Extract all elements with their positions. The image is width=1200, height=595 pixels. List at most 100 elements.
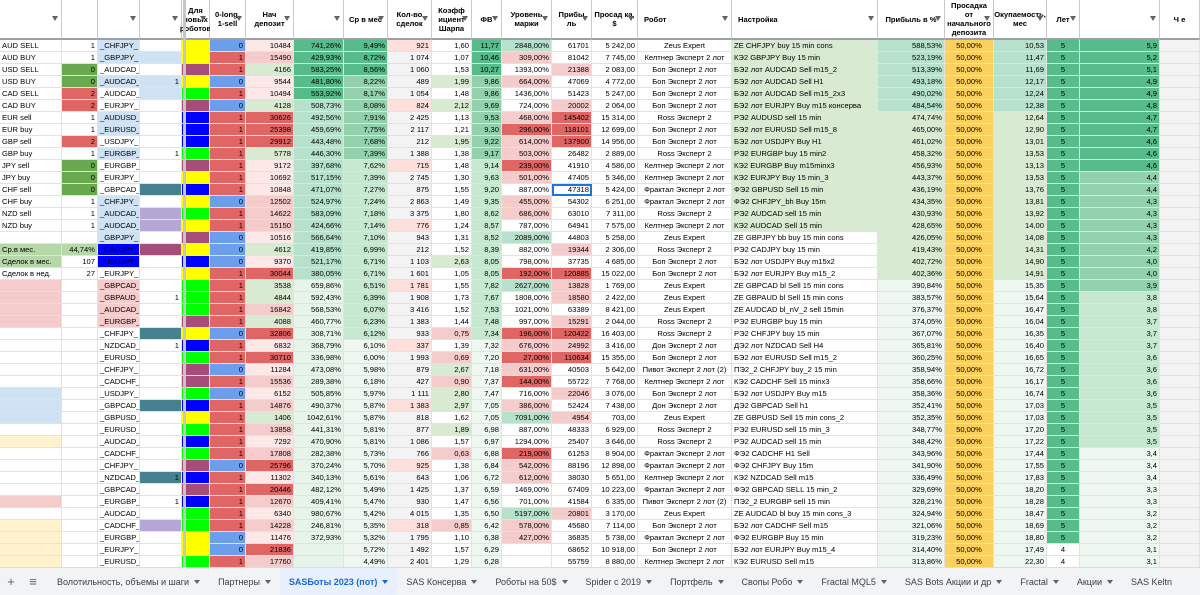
payback-cell[interactable]: 14,31 — [994, 244, 1047, 256]
profit-pct-cell[interactable]: 458,32% — [878, 148, 945, 160]
extra-cell[interactable] — [1160, 304, 1200, 316]
pair-cell[interactable]: _CADCHF_ — [98, 520, 140, 532]
fv-cell[interactable]: 7,53 — [472, 304, 502, 316]
direction-cell[interactable]: 0 — [210, 544, 246, 556]
new-robots-cell[interactable] — [182, 196, 210, 208]
profit-pct-cell[interactable]: 343,96% — [878, 448, 945, 460]
drawdown-cell[interactable]: 15 314,00 — [592, 112, 638, 124]
sharpe-cell[interactable]: 2,67 — [432, 364, 472, 376]
filter-icon[interactable] — [1037, 16, 1043, 21]
growth-cell[interactable]: 492,56% — [294, 112, 344, 124]
filter-icon[interactable] — [200, 16, 206, 21]
payback-cell[interactable]: 12,90 — [994, 124, 1047, 136]
drawdown-pct-cell[interactable]: 50,00% — [945, 496, 994, 508]
profit-pct-cell[interactable]: 484,54% — [878, 100, 945, 112]
years-cell[interactable]: 5 — [1047, 400, 1080, 412]
drawdown-cell[interactable]: 5 258,00 — [592, 232, 638, 244]
trades-cell[interactable]: 1 908 — [388, 292, 432, 304]
direction-cell[interactable]: 1 — [210, 268, 246, 280]
profit-pct-cell[interactable]: 490,02% — [878, 88, 945, 100]
flag-cell[interactable] — [140, 112, 182, 124]
summary-value-cell[interactable] — [62, 340, 98, 352]
pair-cell[interactable]: _CADCHF_ — [98, 448, 140, 460]
flag-cell[interactable] — [140, 52, 182, 64]
summary-label-cell[interactable]: EUR sell — [0, 112, 62, 124]
column-header-p[interactable]: Робот — [638, 0, 732, 40]
payback-cell[interactable]: 11,47 — [994, 52, 1047, 64]
summary-value-cell[interactable]: 1 — [62, 148, 98, 160]
sharpe-cell[interactable]: 1,24 — [432, 220, 472, 232]
new-robots-cell[interactable] — [182, 316, 210, 328]
filter-icon[interactable] — [582, 16, 588, 21]
profit-cell[interactable]: 45680 — [552, 520, 592, 532]
sharpe-cell[interactable]: 0,75 — [432, 328, 472, 340]
summary-label-cell[interactable]: CHF buy — [0, 196, 62, 208]
profit-cell[interactable]: 47318 — [552, 184, 592, 196]
extra-cell[interactable] — [1160, 112, 1200, 124]
fv-cell[interactable]: 6,50 — [472, 508, 502, 520]
direction-cell[interactable]: 1 — [210, 220, 246, 232]
new-robots-cell[interactable] — [182, 280, 210, 292]
monthly-cell[interactable]: 5,81% — [344, 436, 388, 448]
new-robots-cell[interactable] — [182, 76, 210, 88]
deposit-cell[interactable]: 10494 — [246, 88, 294, 100]
drawdown-pct-cell[interactable]: 50,00% — [945, 472, 994, 484]
ratio-cell[interactable]: 3,5 — [1080, 400, 1160, 412]
fv-cell[interactable]: 7,18 — [472, 364, 502, 376]
drawdown-cell[interactable]: 8 904,00 — [592, 448, 638, 460]
direction-cell[interactable]: 0 — [210, 196, 246, 208]
setting-cell[interactable]: БЭ2 лот USDJPY Buy m15x2 — [732, 256, 878, 268]
ratio-cell[interactable]: 3,6 — [1080, 376, 1160, 388]
payback-cell[interactable]: 14,91 — [994, 268, 1047, 280]
payback-cell[interactable]: 17,03 — [994, 412, 1047, 424]
monthly-cell[interactable]: 8,22% — [344, 76, 388, 88]
profit-pct-cell[interactable]: 321,06% — [878, 520, 945, 532]
flag-cell[interactable] — [140, 436, 182, 448]
growth-cell[interactable]: 505,85% — [294, 388, 344, 400]
deposit-cell[interactable]: 16842 — [246, 304, 294, 316]
drawdown-cell[interactable]: 10 223,00 — [592, 484, 638, 496]
new-robots-cell[interactable] — [182, 244, 210, 256]
growth-cell[interactable]: 490,37% — [294, 400, 344, 412]
pair-cell[interactable]: _AUDCAD_ — [98, 76, 140, 88]
profit-cell[interactable]: 52424 — [552, 400, 592, 412]
deposit-cell[interactable]: 25796 — [246, 460, 294, 472]
deposit-cell[interactable]: 21836 — [246, 544, 294, 556]
robot-cell[interactable]: Ross Эксперт 2 — [638, 328, 732, 340]
sharpe-cell[interactable]: 1,95 — [432, 136, 472, 148]
flag-cell[interactable] — [140, 460, 182, 472]
summary-value-cell[interactable] — [62, 364, 98, 376]
robot-cell[interactable]: Боп Эксперт 2 лот — [638, 352, 732, 364]
profit-cell[interactable]: 22046 — [552, 388, 592, 400]
setting-cell[interactable]: БЭ2 лот EURUSD Sell m15_8 — [732, 124, 878, 136]
direction-cell[interactable]: 1 — [210, 316, 246, 328]
flag-cell[interactable]: 1 — [140, 148, 182, 160]
margin-cell[interactable]: 631,00% — [502, 364, 552, 376]
filter-icon[interactable] — [868, 16, 874, 21]
sharpe-cell[interactable]: 1,05 — [432, 268, 472, 280]
column-header-h[interactable] — [294, 0, 344, 40]
setting-cell[interactable]: РЭ2 CADJPY buy 15 min — [732, 244, 878, 256]
flag-cell[interactable] — [140, 208, 182, 220]
extra-cell[interactable] — [1160, 520, 1200, 532]
sharpe-cell[interactable]: 1,47 — [432, 496, 472, 508]
payback-cell[interactable]: 14,00 — [994, 220, 1047, 232]
setting-cell[interactable]: БЭ2 лот USDJPY Buy m15 — [732, 388, 878, 400]
robot-cell[interactable]: Дон Эксперт 2 лот — [638, 340, 732, 352]
filter-icon[interactable] — [422, 16, 428, 21]
new-robots-cell[interactable] — [182, 412, 210, 424]
payback-cell[interactable]: 14,08 — [994, 232, 1047, 244]
deposit-cell[interactable]: 29912 — [246, 136, 294, 148]
margin-cell[interactable]: 503,00% — [502, 148, 552, 160]
trades-cell[interactable]: 1 086 — [388, 436, 432, 448]
extra-cell[interactable] — [1160, 328, 1200, 340]
payback-cell[interactable]: 13,92 — [994, 208, 1047, 220]
profit-cell[interactable]: 61253 — [552, 448, 592, 460]
years-cell[interactable]: 5 — [1047, 376, 1080, 388]
direction-cell[interactable]: 1 — [210, 508, 246, 520]
profit-cell[interactable]: 25407 — [552, 436, 592, 448]
pair-cell[interactable]: _GBPCAD_ — [98, 400, 140, 412]
margin-cell[interactable]: 309,00% — [502, 52, 552, 64]
sharpe-cell[interactable]: 2,63 — [432, 256, 472, 268]
years-cell[interactable]: 5 — [1047, 484, 1080, 496]
